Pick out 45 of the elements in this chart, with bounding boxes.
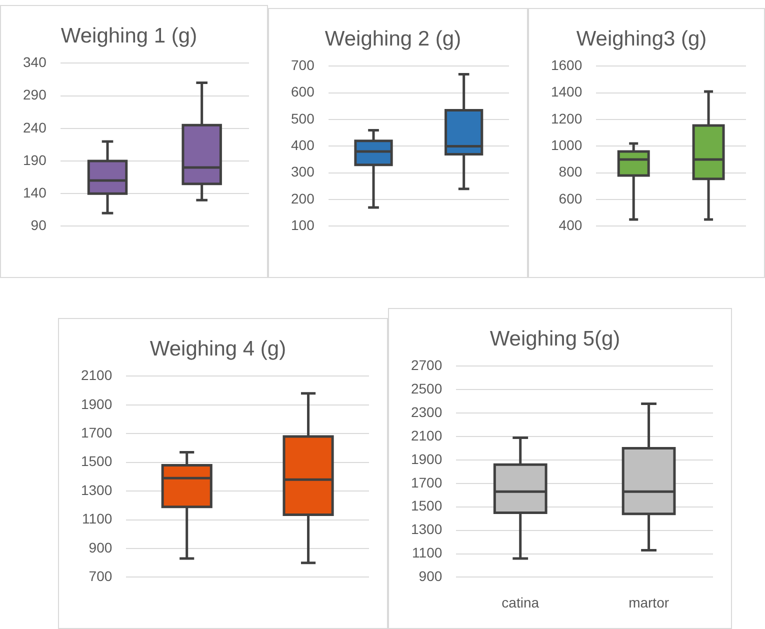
y-tick-label: 1300: [410, 521, 442, 538]
y-tick-label: 900: [88, 539, 112, 556]
y-tick-label: 100: [291, 217, 315, 234]
y-tick-label: 90: [30, 217, 47, 234]
y-tick-label: 1500: [80, 453, 112, 470]
y-tick-label: 700: [88, 568, 112, 584]
y-tick-label: 1700: [80, 424, 112, 440]
y-tick-label: 1700: [410, 474, 442, 490]
y-tick-label: 1500: [410, 498, 442, 514]
y-tick-label: 1900: [410, 450, 442, 467]
y-tick-label: 900: [418, 568, 442, 584]
x-tick-label: catina: [502, 594, 540, 610]
y-tick-label: 700: [291, 57, 315, 74]
chart-title: Weighing 5(g): [490, 327, 620, 350]
y-tick-label: 500: [291, 110, 315, 126]
y-tick-label: 2100: [80, 367, 112, 384]
chart-title: Weighing 4 (g): [150, 337, 286, 360]
y-tick-label: 2500: [410, 380, 442, 397]
y-tick-label: 800: [558, 164, 582, 180]
chart-title: Weighing 1 (g): [60, 24, 198, 48]
chart-title: Weighing3 (g): [576, 27, 707, 50]
y-tick-label: 1100: [412, 544, 442, 561]
y-tick-label: 1300: [80, 482, 112, 498]
y-tick-label: 1600: [550, 57, 582, 74]
y-tick-label: 1200: [550, 110, 582, 126]
y-tick-label: 240: [23, 119, 47, 136]
y-tick-label: 2700: [410, 357, 442, 374]
y-tick-label: 400: [558, 217, 582, 234]
y-tick-label: 400: [291, 137, 315, 154]
y-tick-label: 340: [23, 54, 47, 70]
x-tick-label: martor: [628, 594, 670, 610]
y-tick-label: 2300: [410, 404, 442, 420]
y-tick-label: 600: [558, 190, 582, 206]
y-tick-label: 2100: [410, 427, 442, 444]
y-tick-label: 1000: [550, 137, 582, 154]
y-tick-label: 1100: [82, 510, 112, 527]
chart-title: Weighing 2 (g): [324, 27, 462, 50]
y-tick-label: 600: [291, 84, 315, 100]
y-tick-label: 290: [23, 86, 47, 103]
y-tick-label: 200: [291, 190, 315, 206]
y-tick-label: 300: [291, 164, 315, 180]
y-tick-label: 1400: [550, 84, 582, 100]
y-tick-label: 1900: [80, 396, 112, 412]
y-tick-label: 190: [23, 152, 47, 168]
y-tick-label: 140: [23, 184, 47, 200]
